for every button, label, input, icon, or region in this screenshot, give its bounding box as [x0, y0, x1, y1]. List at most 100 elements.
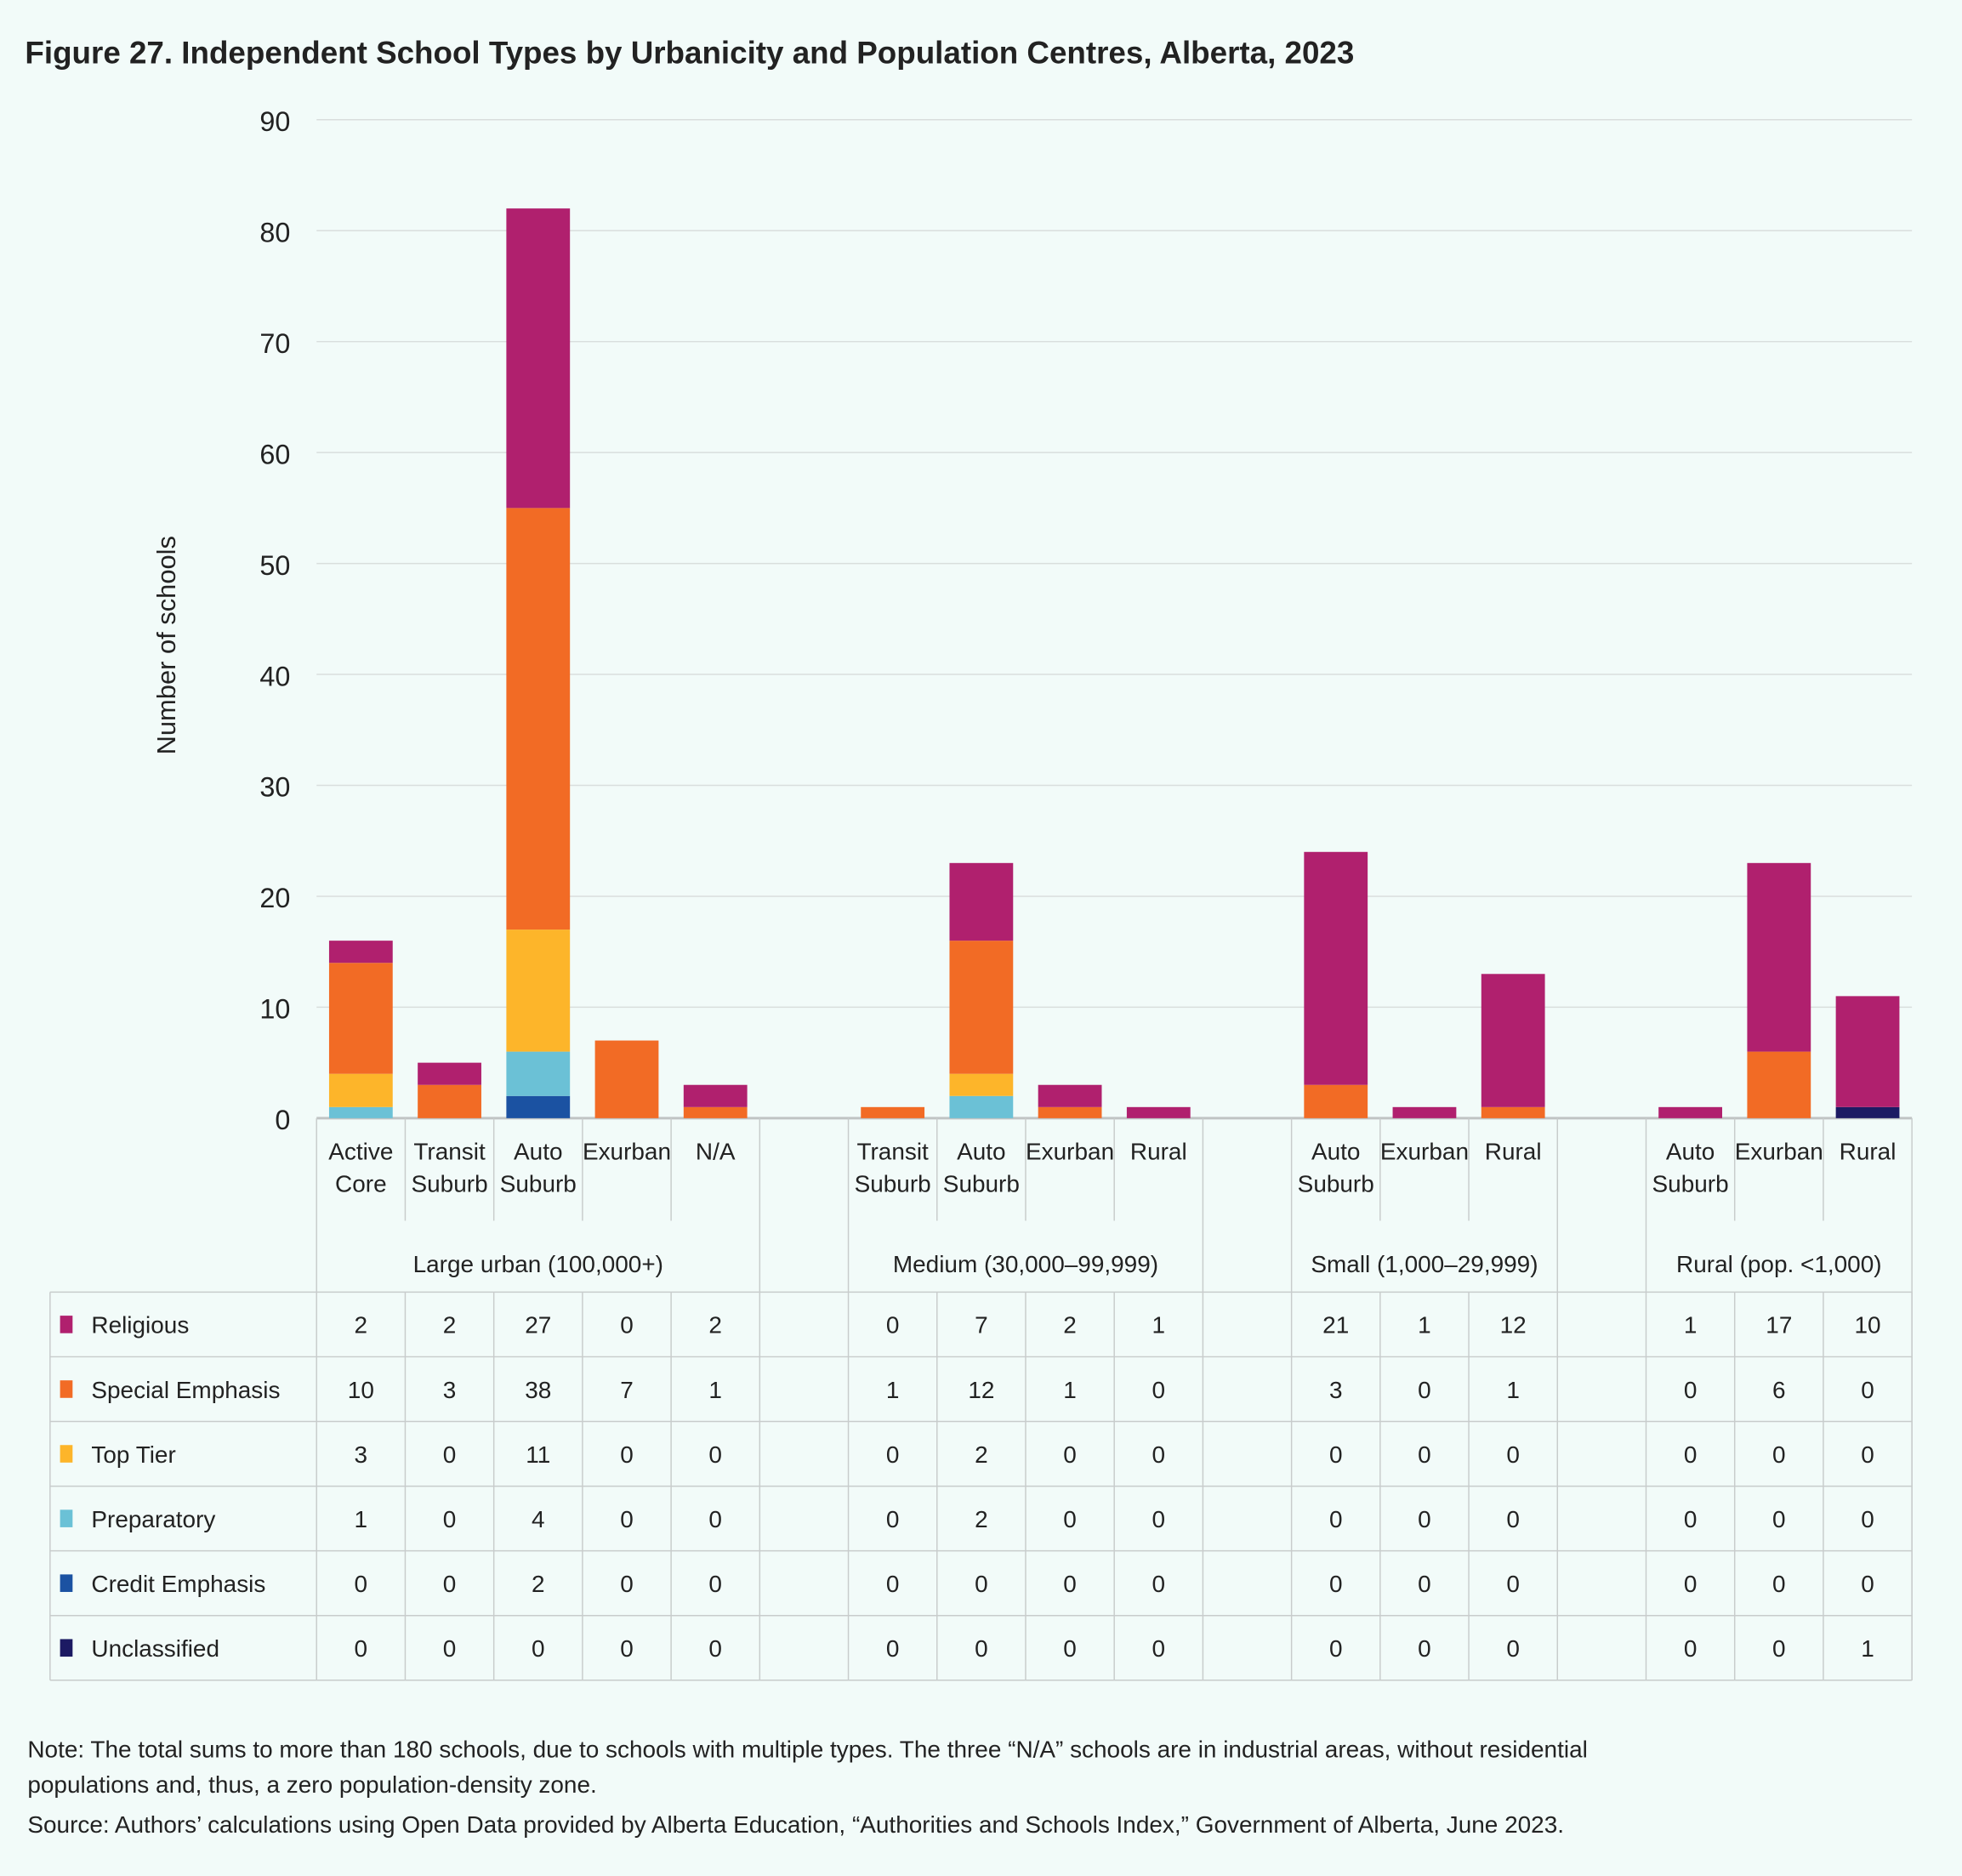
note-line-2: populations and, thus, a zero population…	[27, 1771, 596, 1798]
bar-segment-religious	[1392, 1106, 1457, 1118]
data-label: 6	[1772, 1377, 1786, 1403]
x-category-label: Auto	[1311, 1138, 1360, 1164]
data-label: 0	[1772, 1506, 1786, 1532]
bar-segment-religious	[683, 1084, 748, 1107]
y-axis-label: Number of schools	[151, 536, 181, 754]
legend-swatch	[60, 1445, 73, 1463]
x-category-label: Auto	[957, 1138, 1005, 1164]
data-label: 0	[1861, 1571, 1874, 1597]
bar-segment-religious	[418, 1062, 481, 1085]
data-label: 0	[443, 1635, 457, 1662]
bar-segment-unclassified	[1835, 1106, 1900, 1118]
data-label: 0	[1418, 1377, 1431, 1403]
x-category-label: Suburb	[1652, 1171, 1729, 1197]
legend-label: Credit Emphasis	[91, 1571, 265, 1597]
data-label: 0	[1152, 1377, 1166, 1403]
bar-segment-special-emphasis	[683, 1106, 748, 1118]
bar-segment-religious	[1304, 851, 1368, 1085]
group-label: Small (1,000–29,999)	[1311, 1251, 1538, 1277]
legend-swatch	[60, 1509, 73, 1527]
data-label: 0	[1684, 1506, 1698, 1532]
x-category-label: Suburb	[1298, 1171, 1374, 1197]
bar-segment-preparatory	[506, 1051, 571, 1096]
data-label: 0	[1772, 1635, 1786, 1662]
bar-segment-religious	[1747, 862, 1811, 1052]
x-category-label: Core	[335, 1171, 387, 1197]
data-label: 0	[1418, 1571, 1431, 1597]
data-label: 0	[886, 1506, 900, 1532]
bar-segment-special-emphasis	[861, 1106, 925, 1118]
bar-segment-special-emphasis	[506, 508, 571, 930]
bar-segment-religious	[949, 862, 1014, 941]
y-tick-label: 0	[275, 1105, 290, 1135]
data-label: 0	[443, 1571, 457, 1597]
bar-segment-special-emphasis	[418, 1084, 481, 1118]
legend-swatch	[60, 1380, 73, 1398]
bar-segment-top-tier	[949, 1073, 1014, 1096]
data-label: 0	[355, 1571, 368, 1597]
bar-segment-religious	[1126, 1106, 1191, 1118]
data-label: 1	[355, 1506, 368, 1532]
data-label: 0	[1063, 1506, 1077, 1532]
bar-segment-religious	[1481, 974, 1545, 1107]
data-label: 0	[1684, 1571, 1698, 1597]
legend-label: Top Tier	[91, 1441, 175, 1468]
bar-segment-special-emphasis	[328, 963, 393, 1074]
chart-title: Figure 27. Independent School Types by U…	[25, 36, 1354, 71]
x-category-label: Auto	[514, 1138, 562, 1164]
legend-label: Special Emphasis	[91, 1377, 280, 1403]
y-tick-label: 60	[259, 439, 290, 469]
group-label: Large urban (100,000+)	[413, 1251, 663, 1277]
data-label: 10	[1855, 1312, 1881, 1339]
data-label: 7	[620, 1377, 634, 1403]
data-label: 1	[1861, 1635, 1874, 1662]
data-label: 1	[1684, 1312, 1698, 1339]
x-category-label: Exurban	[1735, 1138, 1823, 1164]
legend-swatch	[60, 1639, 73, 1657]
data-label: 0	[1684, 1635, 1698, 1662]
data-label: 0	[1506, 1635, 1520, 1662]
x-category-label: Rural	[1840, 1138, 1897, 1164]
data-label: 0	[620, 1635, 634, 1662]
data-label: 0	[1506, 1571, 1520, 1597]
y-tick-label: 40	[259, 661, 290, 691]
data-label: 12	[1500, 1312, 1527, 1339]
bar-segment-credit-emphasis	[506, 1095, 571, 1118]
legend-swatch	[60, 1574, 73, 1592]
data-label: 0	[1772, 1441, 1786, 1468]
data-label: 7	[975, 1312, 988, 1339]
legend-label: Religious	[91, 1312, 189, 1339]
data-label: 0	[1418, 1506, 1431, 1532]
bar-segment-special-emphasis	[949, 941, 1014, 1074]
data-label: 17	[1766, 1312, 1792, 1339]
legend-label: Preparatory	[91, 1506, 215, 1532]
data-label: 1	[1506, 1377, 1520, 1403]
x-category-label: Transit	[856, 1138, 929, 1164]
legend-swatch	[60, 1316, 73, 1333]
y-tick-label: 50	[259, 550, 290, 581]
x-category-label: Suburb	[412, 1171, 488, 1197]
bar-segment-religious	[1658, 1106, 1723, 1118]
data-label: 0	[1772, 1571, 1786, 1597]
data-label: 0	[975, 1635, 988, 1662]
data-label: 0	[886, 1571, 900, 1597]
data-label: 0	[1152, 1506, 1166, 1532]
bar-segment-special-emphasis	[1481, 1106, 1545, 1118]
data-label: 0	[886, 1441, 900, 1468]
data-label: 0	[620, 1312, 634, 1339]
bar-segment-preparatory	[949, 1095, 1014, 1118]
data-label: 0	[1684, 1377, 1698, 1403]
data-label: 2	[443, 1312, 457, 1339]
data-label: 0	[443, 1506, 457, 1532]
data-label: 0	[532, 1635, 545, 1662]
note-line-1: Note: The total sums to more than 180 sc…	[27, 1737, 1587, 1763]
data-label: 2	[355, 1312, 368, 1339]
data-label: 0	[1418, 1635, 1431, 1662]
x-category-label: Rural	[1130, 1138, 1187, 1164]
data-label: 0	[1861, 1506, 1874, 1532]
data-label: 1	[708, 1377, 722, 1403]
x-category-label: Suburb	[943, 1171, 1020, 1197]
data-label: 0	[1329, 1571, 1343, 1597]
data-label: 0	[1063, 1441, 1077, 1468]
data-label: 2	[1063, 1312, 1077, 1339]
